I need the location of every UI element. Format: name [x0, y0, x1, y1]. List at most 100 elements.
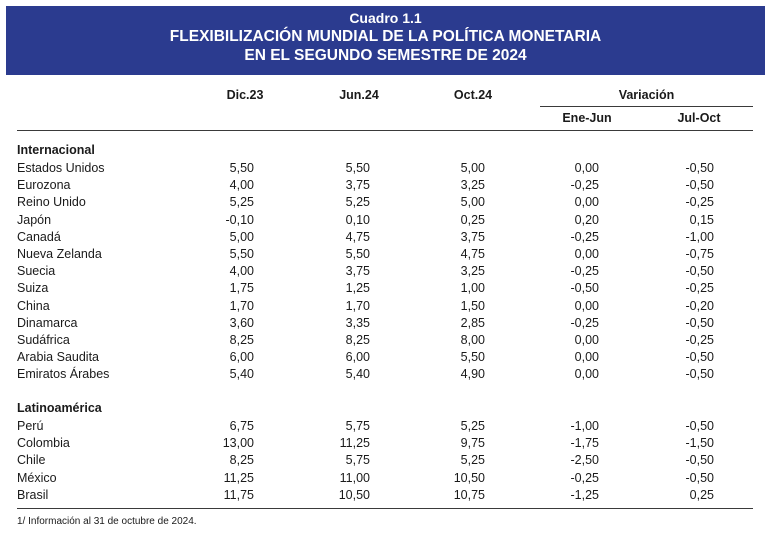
table-row: Brasil 11,75 10,50 10,75 -1,25 0,25 [0, 487, 771, 504]
cell-ene-jun: 0,00 [574, 247, 599, 261]
cell-ene-jun: 0,00 [574, 298, 599, 313]
country-name: Eurozona [17, 178, 71, 193]
header-bottom-rule [17, 130, 753, 131]
country-name: Reino Unido [17, 195, 86, 210]
cell-jul-oct: 0,25 [689, 487, 714, 502]
table-row: Suecia 4,00 3,75 3,25 -0,25 -0,50 [0, 263, 771, 280]
country-name: Nueva Zelanda [17, 247, 102, 261]
country-name: China [17, 298, 50, 313]
cell-jul-oct: -0,50 [685, 161, 715, 175]
table-title-line2: EN EL SEGUNDO SEMESTRE DE 2024 [244, 47, 527, 64]
cell-jun24: 10,50 [338, 487, 370, 502]
cell-dic23: 6,00 [229, 350, 254, 365]
cell-ene-jun: 0,00 [574, 333, 599, 347]
cell-jul-oct: -1,00 [685, 229, 715, 244]
cell-oct24: 4,75 [460, 247, 485, 261]
country-name: Suecia [17, 264, 56, 279]
table-row: Emiratos Árabes 5,40 5,40 4,90 0,00 -0,50 [0, 366, 771, 383]
table-row: Arabia Saudita 6,00 6,00 5,50 0,00 -0,50 [0, 349, 771, 366]
country-name: Suiza [17, 281, 49, 296]
cell-ene-jun: 0,00 [574, 161, 599, 175]
table-row: México 11,25 11,00 10,50 -0,25 -0,50 [0, 470, 771, 487]
cell-ene-jun: -0,25 [570, 229, 600, 244]
cell-dic23: 6,75 [229, 419, 254, 433]
cell-ene-jun: 0,20 [574, 212, 599, 227]
cell-ene-jun: -2,50 [570, 453, 600, 468]
table-row: Reino Unido 5,25 5,25 5,00 0,00 -0,25 [0, 194, 771, 211]
cell-ene-jun: -0,25 [570, 315, 600, 330]
cell-oct24: 1,50 [460, 298, 485, 313]
cell-oct24: 8,00 [460, 333, 485, 347]
country-name: México [17, 470, 57, 485]
cell-dic23: 5,25 [229, 195, 254, 210]
cell-oct24: 5,50 [460, 350, 485, 365]
cell-jun24: 5,50 [345, 247, 370, 261]
cell-ene-jun: -0,25 [570, 470, 600, 485]
table-row: Colombia 13,00 11,25 9,75 -1,75 -1,50 [0, 435, 771, 452]
cell-dic23: 11,75 [223, 487, 254, 502]
table-title-banner: Cuadro 1.1 FLEXIBILIZACIÓN MUNDIAL DE LA… [6, 6, 765, 75]
table-row: Estados Unidos 5,50 5,50 5,00 0,00 -0,50 [0, 160, 771, 177]
cell-ene-jun: -0,25 [570, 264, 600, 279]
cell-jun24: 4,75 [345, 229, 370, 244]
column-header-dic23: Dic.23 [226, 88, 264, 102]
cell-jul-oct: -0,20 [685, 298, 715, 313]
cell-jun24: 5,40 [345, 367, 370, 382]
variacion-underline [540, 106, 753, 107]
cell-jun24: 8,25 [345, 333, 370, 347]
country-name: Brasil [17, 487, 49, 502]
cell-oct24: 5,25 [460, 419, 485, 433]
table-row: Japón -0,10 0,10 0,25 0,20 0,15 [0, 212, 771, 229]
cell-oct24: 5,25 [460, 453, 485, 468]
cell-dic23: 3,60 [229, 315, 254, 330]
column-header-jun24: Jun.24 [339, 88, 379, 102]
cell-jun24: 6,00 [345, 350, 370, 365]
table-row: Nueva Zelanda 5,50 5,50 4,75 0,00 -0,75 [0, 246, 771, 263]
cell-dic23: 5,50 [229, 161, 254, 175]
cell-jun24: 5,75 [345, 453, 370, 468]
table-row: China 1,70 1,70 1,50 0,00 -0,20 [0, 298, 771, 315]
cell-ene-jun: -1,75 [570, 436, 600, 451]
table-row: Canadá 5,00 4,75 3,75 -0,25 -1,00 [0, 229, 771, 246]
cell-jul-oct: -0,25 [685, 333, 715, 347]
cell-dic23: 11,25 [223, 470, 254, 485]
cell-dic23: 8,25 [229, 453, 254, 468]
section-header: Latinoamérica [17, 401, 102, 415]
cell-oct24: 5,00 [460, 161, 485, 175]
cell-dic23: 5,50 [229, 247, 254, 261]
section-header: Internacional [17, 143, 95, 157]
cell-jul-oct: -0,50 [685, 315, 715, 330]
column-header-variacion: Variación [618, 88, 675, 102]
cell-jul-oct: -0,50 [685, 178, 715, 193]
cell-oct24: 3,25 [460, 178, 485, 193]
cell-oct24: 3,25 [460, 264, 485, 279]
cell-ene-jun: -0,25 [570, 178, 600, 193]
cell-jun24: 11,00 [339, 470, 370, 485]
cell-ene-jun: 0,00 [574, 350, 599, 365]
table-bottom-rule [17, 508, 753, 509]
cell-jun24: 3,75 [345, 264, 370, 279]
country-name: Japón [17, 212, 52, 227]
column-header-jul-oct: Jul-Oct [677, 111, 721, 125]
cell-jun24: 0,10 [345, 212, 370, 227]
country-name: Emiratos Árabes [17, 367, 110, 382]
cell-dic23: 1,75 [229, 281, 254, 296]
country-name: Dinamarca [17, 315, 78, 330]
cell-jul-oct: -0,50 [685, 264, 715, 279]
cell-jun24: 1,25 [345, 281, 370, 296]
footnote: 1/ Información al 31 de octubre de 2024. [17, 516, 197, 527]
cell-oct24: 0,25 [460, 212, 485, 227]
country-name: Sudáfrica [17, 333, 70, 347]
cell-dic23: 5,00 [229, 229, 254, 244]
cell-ene-jun: -0,50 [570, 281, 600, 296]
cell-ene-jun: -1,00 [570, 419, 600, 433]
table-title-line1: FLEXIBILIZACIÓN MUNDIAL DE LA POLÍTICA M… [169, 28, 602, 45]
table-row: Chile 8,25 5,75 5,25 -2,50 -0,50 [0, 452, 771, 469]
cell-dic23: 4,00 [229, 264, 254, 279]
cell-oct24: 1,00 [460, 281, 485, 296]
column-header-oct24: Oct.24 [453, 88, 493, 102]
table-caption: Cuadro 1.1 [349, 10, 422, 26]
table-row: Dinamarca 3,60 3,35 2,85 -0,25 -0,50 [0, 315, 771, 332]
country-name: Estados Unidos [17, 161, 105, 175]
cell-ene-jun: 0,00 [574, 195, 599, 210]
